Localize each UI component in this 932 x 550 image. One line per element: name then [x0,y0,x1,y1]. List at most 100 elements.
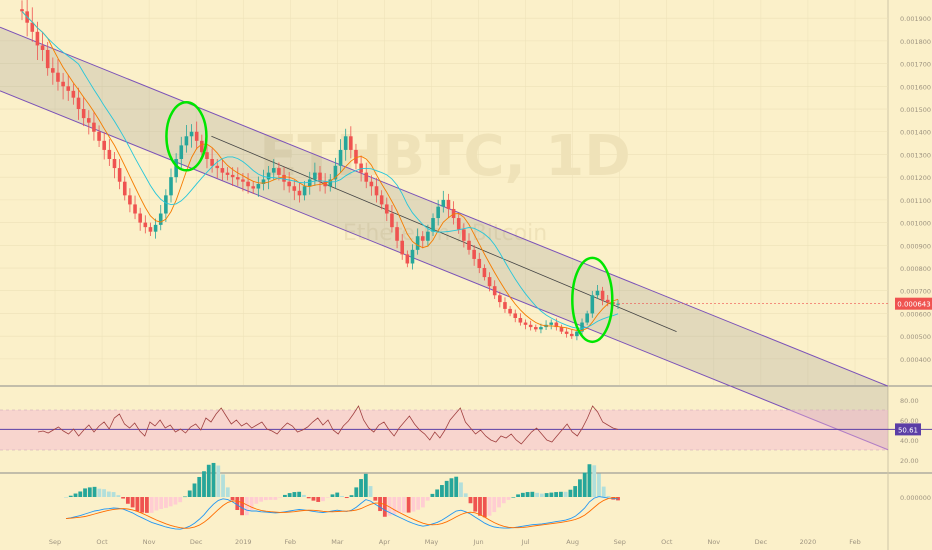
candle-body [472,249,476,259]
macd-histogram-bar [173,497,178,505]
macd-histogram-bar [278,497,283,498]
macd-histogram-bar [221,474,225,497]
candle-body [117,168,122,182]
candle-body [271,168,276,173]
macd-histogram-bar [387,497,392,516]
rsi-tick-label: 80.00 [900,397,919,405]
candle-body [184,136,189,146]
candle-body [220,168,225,173]
time-tick-label: Nov [707,538,720,546]
price-tick-label: 0.000900 [900,242,931,250]
macd-histogram-bar [497,497,501,508]
candle-body [549,322,554,325]
candle-body [482,268,487,278]
time-tick-label: Dec [190,538,203,546]
candle-body [415,236,420,250]
candle-body [559,327,564,332]
macd-pane [64,462,620,530]
macd-histogram-bar [159,497,164,509]
rsi-tick-label: 40.00 [900,437,919,445]
macd-histogram-bar [97,488,102,497]
macd-histogram-bar [478,497,482,516]
time-tick-label: Sep [614,538,626,546]
macd-histogram-bar [149,497,154,513]
price-tick-label: 0.001100 [900,197,931,205]
macd-histogram-bar [354,487,359,497]
rsi-pane [0,405,932,451]
macd-histogram-bar [587,464,592,497]
macd-histogram-bar [83,488,87,497]
macd-histogram-bar [506,497,511,500]
candle-body [600,290,605,300]
macd-histogram-bar [206,464,211,497]
candle-body [513,313,518,318]
macd-histogram-bar [106,491,111,497]
candle-body [379,195,384,205]
macd-histogram-bar [544,493,549,497]
macd-histogram-bar [87,487,92,497]
candle-body [492,286,497,296]
candle-body [164,195,168,214]
macd-histogram-bar [549,492,554,497]
candle-body [487,277,492,287]
last-price-label: 0.000643 [897,301,930,309]
highlight-circle [165,101,208,172]
candle-body [333,165,338,180]
macd-histogram-bar [430,493,435,497]
candle-body [210,158,214,166]
ma-slow-line [21,11,619,329]
rsi-tick-label: 20.00 [900,457,919,465]
price-tick-label: 0.000800 [900,265,931,273]
candle-body [194,131,199,141]
macd-histogram-bar [116,495,121,497]
macd-histogram-bar [382,497,387,517]
macd-histogram-bar [530,491,535,497]
macd-histogram-bar [202,471,206,497]
macd-histogram-bar [216,465,221,497]
macd-histogram-bar [420,497,425,508]
time-tick-label: Oct [661,538,673,546]
time-tick-label: May [425,538,439,546]
candle-body [133,204,137,214]
macd-histogram-bar [287,493,292,497]
candle-body [395,227,399,241]
candle-body [585,313,589,323]
candle-body [45,49,50,69]
macd-histogram-bar [411,497,416,512]
time-tick-label: Apr [379,538,391,546]
candle-body [498,295,502,303]
price-tick-label: 0.001800 [900,38,931,46]
candle-body [97,131,101,141]
channel-lower-line [0,90,889,451]
candle-body [616,303,620,305]
macd-histogram-bar [444,480,449,497]
macd-histogram-bar [292,492,297,497]
candle-body [292,186,297,191]
time-tick-label: Oct [96,538,108,546]
time-tick-label: Jul [521,538,530,546]
macd-histogram-bar [363,473,368,497]
macd-histogram-bar [601,486,606,497]
macd-histogram-bar [235,497,240,510]
candle-body [215,165,220,169]
candle-body [261,179,266,184]
macd-histogram-bar [197,476,202,497]
candle-body [179,145,184,159]
macd-histogram-bar [459,482,463,497]
candle-body [148,227,153,232]
price-tick-label: 0.000500 [900,333,931,341]
candle-body [590,295,595,314]
macd-histogram-bar [135,497,140,512]
macd-histogram-bar [268,497,273,500]
rsi-value-badge [895,423,921,436]
price-tick-label: 0.000600 [900,310,931,318]
macd-histogram-bar [92,486,97,497]
candle-body [431,218,435,232]
macd-histogram-bar [111,492,116,497]
candle-body [528,324,533,328]
macd-histogram-bar [440,485,444,497]
price-tick-label: 0.001000 [900,220,931,228]
candle-body [246,181,250,187]
macd-histogram-bar [406,497,411,513]
macd-histogram-bar [254,497,259,504]
